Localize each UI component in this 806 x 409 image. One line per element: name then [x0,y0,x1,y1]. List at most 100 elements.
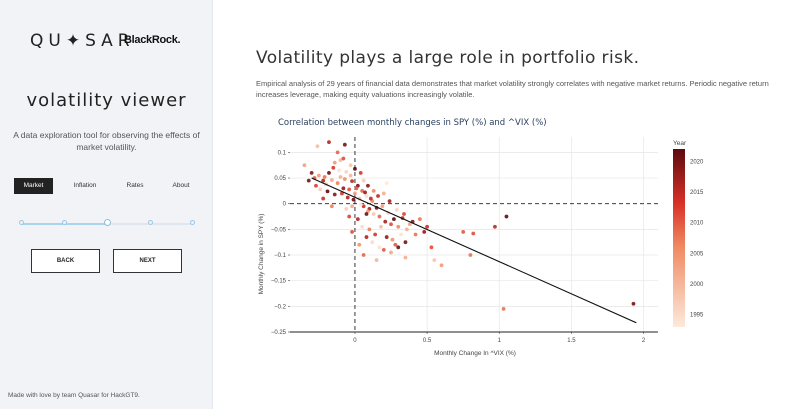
data-point [404,227,409,232]
data-point [432,258,437,263]
data-point [407,222,412,227]
data-point [389,222,393,227]
data-point [353,166,357,171]
x-tick-label: 2 [642,338,646,344]
slider-handle[interactable] [104,219,111,226]
colorbar-tick-label: 2020 [690,159,704,165]
back-button[interactable]: BACK [31,249,100,273]
data-point [361,204,366,209]
data-point [315,144,320,149]
data-point [425,224,429,229]
data-point [631,301,636,306]
data-point [321,178,326,183]
slider-step-dot[interactable] [148,220,153,225]
data-point [387,199,392,204]
blackrock-logo: BlackRock. [124,34,181,46]
data-point [377,214,382,219]
colorbar-title: Year [673,140,687,147]
data-point [337,168,341,173]
data-point [338,158,343,162]
data-point [392,217,396,222]
data-point [403,255,408,260]
quasar-logo: QU✦SAR [30,31,135,51]
tab-market[interactable]: Market [14,178,53,194]
data-point [393,242,398,247]
data-point [384,235,389,239]
x-tick-label: 1.5 [567,338,576,344]
step-slider[interactable] [19,219,195,226]
data-point [413,232,418,237]
data-point [364,235,369,239]
x-tick-label: 0.5 [423,338,432,344]
data-point [471,231,476,236]
data-point [327,140,331,145]
data-point [342,142,347,147]
tab-inflation[interactable]: Inflation [73,182,97,189]
data-point [331,165,336,170]
logo-bar: QU✦SAR BlackRock. [0,31,213,51]
data-point [504,214,509,219]
data-point [368,196,373,201]
data-point [379,224,383,229]
data-point [363,190,367,195]
data-point [306,178,311,183]
x-axis-label: Monthly Change In ^VIX (%) [434,350,516,357]
tab-about[interactable]: About [172,182,190,189]
tab-rates[interactable]: Rates [126,182,144,189]
x-tick-label: 1 [498,338,502,344]
data-point [344,206,349,211]
data-point [302,163,307,168]
y-tick-label: −0.05 [271,227,287,233]
colorbar-tick-label: 1995 [690,313,704,319]
slider-step-dot[interactable] [62,220,67,225]
data-point [354,186,359,191]
data-point [389,250,393,255]
data-point [370,240,375,245]
data-point [341,186,346,191]
data-point [422,230,427,234]
data-point [351,197,356,202]
data-point [373,232,378,237]
data-point [493,224,497,229]
data-point [381,247,386,252]
colorbar-gradient [673,149,685,327]
data-point [342,177,347,181]
data-point [332,160,337,165]
data-point [329,204,334,209]
data-point [377,245,382,250]
data-point [335,181,340,186]
footer-credit: Made with love by team Quasar for HackGT… [8,392,140,399]
data-point [403,240,408,245]
data-point [318,187,323,192]
colorbar-tick-label: 2015 [690,190,704,196]
chart-points [302,140,636,311]
data-point [461,230,466,234]
slider-step-dot[interactable] [19,220,24,225]
data-point [390,237,395,242]
tab-bar: Market Inflation Rates About [14,178,204,194]
data-point [468,253,473,257]
data-point [417,217,422,222]
slider-step-dot[interactable] [190,220,195,225]
data-point [347,187,352,192]
data-point [350,179,354,184]
y-tick-label: 0 [283,202,287,208]
data-point [439,263,444,268]
data-point [364,212,369,216]
data-point [321,196,326,201]
data-point [367,227,372,232]
data-point [360,188,365,193]
data-point [371,212,376,216]
data-point [350,230,354,234]
data-point [360,224,365,229]
color-scale-legend: Year 2020 2015 2010 2005 2000 1995 [673,140,704,327]
app-title: volatility viewer [26,90,187,111]
data-point [348,173,353,178]
data-point [381,191,386,196]
page-description: Empirical analysis of 29 years of financ… [256,79,769,99]
next-button[interactable]: NEXT [113,249,182,273]
data-point [341,156,346,161]
chart-grid [290,137,658,333]
data-point [348,163,353,168]
data-point [374,258,379,263]
